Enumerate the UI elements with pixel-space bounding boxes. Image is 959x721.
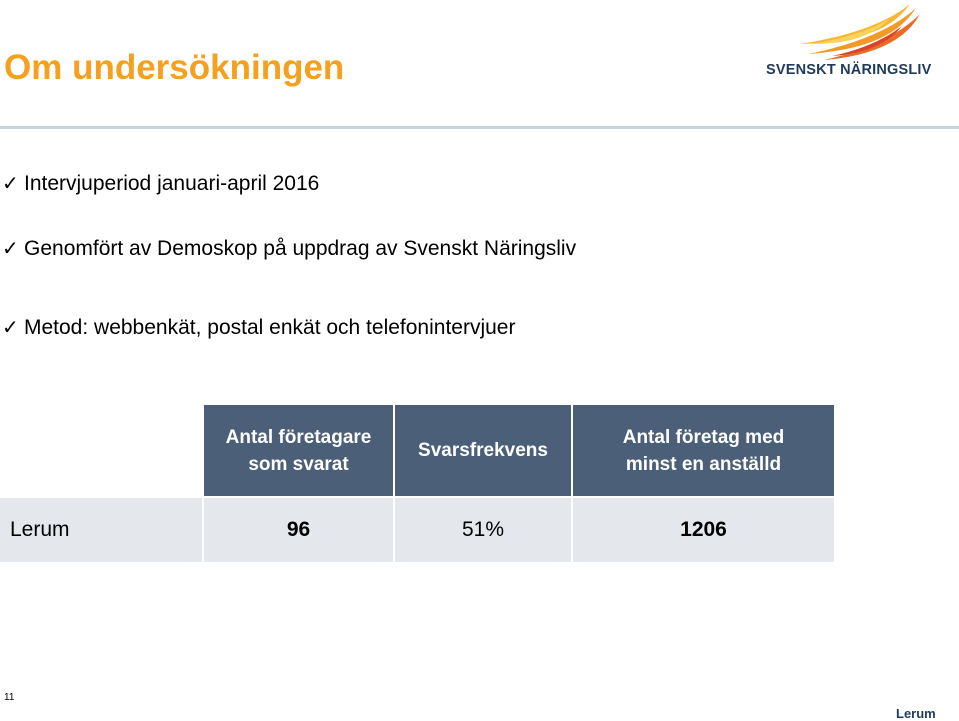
check-icon: ✓ bbox=[2, 317, 19, 339]
header-cell-companies: Antal företag med minst en anställd bbox=[572, 405, 836, 497]
bullet-item: ✓ Metod: webbenkät, postal enkät och tel… bbox=[2, 316, 515, 340]
header-cell-blank bbox=[0, 405, 204, 497]
svenskt-naringsliv-logo: SVENSKT NÄRINGSLIV bbox=[760, 0, 950, 90]
bullet-text: Intervjuperiod januari-april 2016 bbox=[24, 172, 320, 195]
row-municipality: Lerum bbox=[0, 496, 204, 562]
title-divider bbox=[0, 126, 959, 129]
slide-title: Om undersökningen bbox=[4, 48, 345, 87]
check-icon: ✓ bbox=[2, 173, 19, 195]
logo-text: SVENSKT NÄRINGSLIV bbox=[766, 62, 932, 78]
table-header-row: Antal företagare som svarat Svarsfrekven… bbox=[0, 405, 836, 497]
page-number: 11 bbox=[4, 692, 15, 703]
bullet-item: ✓ Genomfört av Demoskop på uppdrag av Sv… bbox=[2, 237, 576, 261]
row-companies: 1206 bbox=[572, 496, 836, 562]
bullet-text: Metod: webbenkät, postal enkät och telef… bbox=[24, 316, 516, 339]
logo-wings-icon bbox=[800, 4, 920, 60]
header-cell-response-rate: Svarsfrekvens bbox=[394, 405, 573, 497]
bullet-item: ✓ Intervjuperiod januari-april 2016 bbox=[2, 172, 319, 196]
table-row: Lerum 96 51% 1206 bbox=[0, 496, 836, 562]
row-respondents: 96 bbox=[203, 496, 395, 562]
header-cell-respondents: Antal företagare som svarat bbox=[203, 405, 395, 497]
check-icon: ✓ bbox=[2, 238, 19, 260]
footer-label: Lerum bbox=[896, 706, 936, 721]
row-response-rate: 51% bbox=[394, 496, 573, 562]
survey-table: Antal företagare som svarat Svarsfrekven… bbox=[0, 405, 836, 562]
bullet-text: Genomfört av Demoskop på uppdrag av Sven… bbox=[24, 237, 577, 260]
